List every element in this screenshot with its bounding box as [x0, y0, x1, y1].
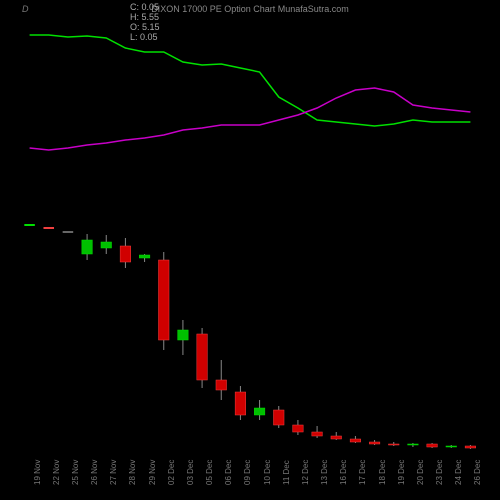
x-tick-label: 12 Dec [301, 460, 310, 485]
x-tick-label: 03 Dec [186, 460, 195, 485]
chart-title: DIXON 17000 PE Option Chart MunafaSutra.… [0, 4, 500, 14]
x-tick-label: 17 Dec [358, 460, 367, 485]
x-tick-label: 11 Dec [282, 460, 291, 485]
x-tick-label: 16 Dec [339, 460, 348, 485]
x-tick-label: 22 Nov [52, 460, 61, 485]
x-tick-label: 20 Dec [416, 460, 425, 485]
chart-plot [20, 30, 480, 450]
x-tick-label: 27 Nov [109, 460, 118, 485]
x-tick-label: 19 Dec [397, 460, 406, 485]
x-tick-label: 18 Dec [378, 460, 387, 485]
x-tick-label: 28 Nov [128, 460, 137, 485]
close-value: C: 0.05 [130, 2, 240, 12]
x-tick-label: 29 Nov [148, 460, 157, 485]
x-tick-label: 25 Nov [71, 460, 80, 485]
x-tick-label: 19 Nov [33, 460, 42, 485]
x-tick-label: 02 Dec [167, 460, 176, 485]
x-tick-label: 05 Dec [205, 460, 214, 485]
x-tick-label: 26 Dec [473, 460, 482, 485]
x-tick-label: 24 Dec [454, 460, 463, 485]
x-tick-label: 13 Dec [320, 460, 329, 485]
x-tick-label: 10 Dec [263, 460, 272, 485]
x-tick-label: 23 Dec [435, 460, 444, 485]
x-tick-label: 06 Dec [224, 460, 233, 485]
high-value: H: 5.55 [130, 12, 240, 22]
x-tick-label: 26 Nov [90, 460, 99, 485]
x-tick-label: 09 Dec [243, 460, 252, 485]
x-axis-labels: 19 Nov 22 Nov 25 Nov 26 Nov 27 Nov 28 Nov 29 N… [20, 455, 480, 495]
chart-header: DIXON 17000 PE Option Chart MunafaSutra.… [0, 4, 500, 14]
chart-svg [20, 30, 480, 450]
